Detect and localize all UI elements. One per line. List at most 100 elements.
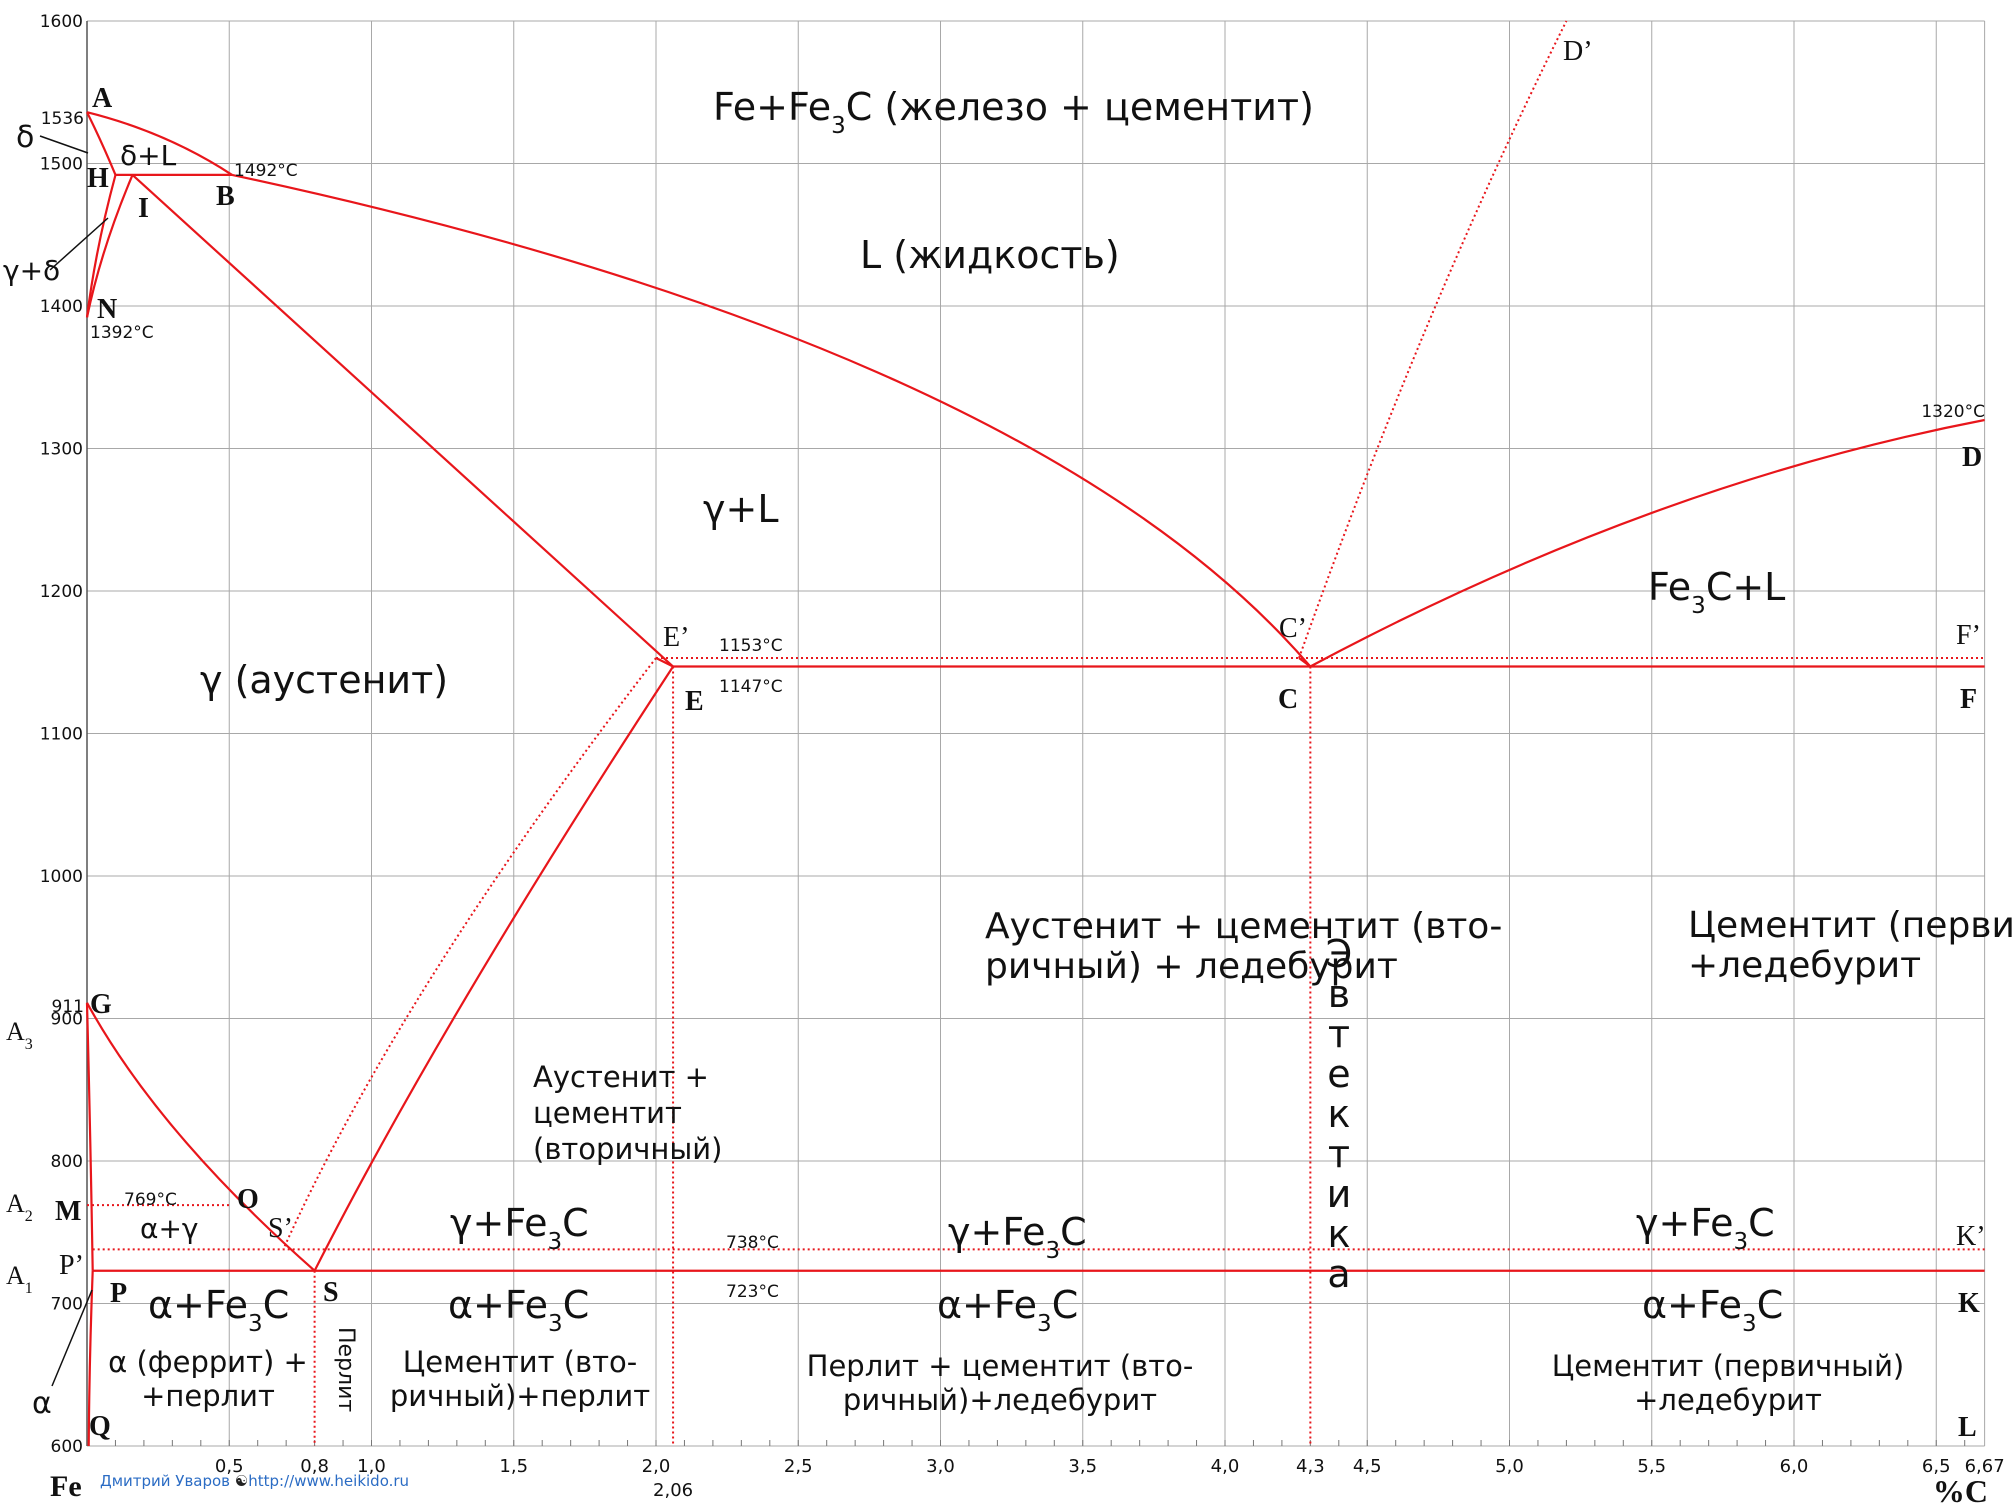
y-tick-label: 1400 — [40, 297, 83, 317]
region-alpha-fe3c-1: α+Fe3C — [148, 1283, 289, 1337]
phase-lines — [85, 20, 1985, 1447]
y-tick-label-part: 1300 — [40, 440, 83, 460]
point-label-C_: C’ — [1279, 613, 1307, 644]
a2-label-part: 2 — [25, 1208, 33, 1225]
point-label-F_: F’ — [1956, 620, 1981, 651]
x-tick-label-part: 6,0 — [1780, 1456, 1809, 1477]
temperature-t1536: 1536 — [41, 109, 84, 129]
region-perl-cem-led-2: ричный)+ледебурит — [843, 1383, 1157, 1417]
a2-label: A2 — [6, 1189, 33, 1225]
point-label-S_-part: S’ — [268, 1213, 293, 1244]
point-label-E-part: E — [685, 686, 704, 717]
region-liquid: L (жидкость) — [860, 233, 1120, 277]
region-delta-part: δ — [16, 120, 34, 155]
region-delta-liquid-part: δ+L — [120, 139, 177, 172]
x-tick-label: 4,0 — [1211, 1456, 1240, 1477]
region-cem-led-low-2: +ледебурит — [1634, 1383, 1822, 1417]
y-tick-label: 1000 — [40, 867, 83, 887]
curve-IN — [85, 174, 134, 318]
point-label-F-part: F — [1960, 684, 1977, 715]
y-tick-label: 1600 — [40, 12, 83, 32]
fe-label: Fe — [50, 1470, 82, 1503]
region-gamma-fe3c-3: γ+Fe3C — [1636, 1201, 1775, 1255]
x-tick-label: 4,5 — [1353, 1456, 1382, 1477]
point-label-N: N — [97, 294, 117, 325]
percent-carbon-label-part: %C — [1933, 1473, 1988, 1504]
temperature-t1153-part: 1153°C — [719, 636, 783, 656]
x-tick-label-part: 4,5 — [1353, 1456, 1382, 1477]
region-gamma-fe3c-3-part: C — [1748, 1201, 1775, 1245]
y-tick-label-part: 700 — [51, 1295, 83, 1315]
x-tick-label: 1,5 — [499, 1456, 528, 1477]
region-aus-cem-3-part: (вторичный) — [533, 1132, 722, 1166]
point-label-L-part: L — [1958, 1412, 1977, 1443]
credit-url[interactable]: http://www.heikido.ru — [248, 1472, 410, 1490]
x-tick-label: 2,0 — [642, 1456, 671, 1477]
temperature-t723-part: 723°C — [726, 1282, 779, 1302]
x-tick-label-part: 1,5 — [499, 1456, 528, 1477]
point-label-S_: S’ — [268, 1213, 293, 1244]
eutectic-letter: т — [1328, 1012, 1350, 1056]
temperature-t911: 911 — [52, 997, 84, 1017]
region-austenite-part: γ (аустенит) — [200, 658, 448, 702]
region-alpha-gamma-part: α+γ — [140, 1212, 199, 1245]
acm-line-ES — [313, 665, 675, 1272]
region-fe-fe3c-title: Fe+Fe3C (железо + цементит) — [713, 85, 1314, 139]
gamma-delta-leader — [49, 217, 109, 271]
solidus-AH — [86, 111, 117, 176]
temperature-t1392: 1392°C — [90, 323, 154, 343]
region-ferrite-2-part: +перлит — [141, 1379, 275, 1413]
region-fe3c-liquid: Fe3C+L — [1648, 565, 1785, 619]
alpha-leader — [51, 1289, 93, 1387]
point-label-G-part: G — [90, 989, 112, 1020]
point-label-Q: Q — [89, 1411, 111, 1442]
temperature-t1536-part: 1536 — [41, 109, 84, 129]
point-label-O-part: O — [237, 1184, 259, 1215]
curve-HN — [85, 174, 117, 318]
y-tick-label-part: 1000 — [40, 867, 83, 887]
region-austenite: γ (аустенит) — [200, 658, 448, 702]
x-tick-label: 5,5 — [1637, 1456, 1666, 1477]
region-cem-led-1-part: Цементит (первичный) — [1688, 905, 2014, 946]
region-gamma-fe3c-3-part: γ+Fe — [1636, 1201, 1734, 1245]
region-aus-cem-led-1: Аустенит + цементит (вто- — [985, 906, 1502, 947]
temperature-t1492-part: 1492°C — [234, 161, 298, 181]
region-alpha-fe3c-4-part: 3 — [1742, 1311, 1757, 1337]
point-label-G: G — [90, 989, 112, 1020]
percent-carbon-label: %C — [1933, 1473, 1988, 1504]
point-label-B: B — [216, 181, 235, 212]
region-gamma-liquid: γ+L — [703, 487, 779, 531]
x-tick-label: 5,0 — [1495, 1456, 1524, 1477]
region-alpha-fe3c-2-part: 3 — [548, 1311, 563, 1337]
y-tick-label-part: 1500 — [40, 155, 83, 175]
labels: 1600 1500 1400 1300 1200 1100 1000 900 800 700 600… — [3, 12, 2014, 1504]
point-label-F: F — [1960, 684, 1977, 715]
region-fe-fe3c-title-part: C (железо + цементит) — [846, 85, 1314, 129]
x-tick-label-part: 5,5 — [1637, 1456, 1666, 1477]
a1-label-part: 1 — [25, 1280, 33, 1297]
y-tick-label: 1100 — [40, 725, 83, 745]
region-alpha-fe3c-1-part: 3 — [248, 1311, 263, 1337]
region-alpha-gamma: α+γ — [140, 1212, 199, 1245]
x-tick-label-part: 4,3 — [1296, 1456, 1325, 1477]
point-label-K_-part: K’ — [1956, 1221, 1986, 1252]
line-GP — [85, 1002, 94, 1271]
point-label-H: H — [87, 163, 109, 194]
x-tick-label-part: 3,0 — [926, 1456, 955, 1477]
x-tick-label-part: 3,5 — [1068, 1456, 1097, 1477]
y-tick-label-part: 600 — [51, 1437, 83, 1457]
region-cem-perl-1-part: Цементит (вто- — [403, 1345, 637, 1379]
region-gamma-liquid-part: γ+L — [703, 487, 779, 531]
region-gamma-fe3c-1-part: C — [562, 1201, 589, 1245]
eutectic-letter: и — [1327, 1172, 1352, 1216]
a3-line-GS — [86, 1002, 316, 1272]
temperature-t1153: 1153°C — [719, 636, 783, 656]
temperature-t1147: 1147°C — [719, 677, 783, 697]
region-fe3c-liquid-part: Fe — [1648, 565, 1691, 609]
y-tick-label: 700 — [51, 1295, 83, 1315]
region-fe3c-liquid-part: 3 — [1691, 593, 1706, 619]
liquidus-CD — [1309, 418, 1985, 668]
x-extra-label: 2,06 — [653, 1480, 693, 1501]
region-aus-cem-led-1-part: Аустенит + цементит (вто- — [985, 906, 1502, 947]
